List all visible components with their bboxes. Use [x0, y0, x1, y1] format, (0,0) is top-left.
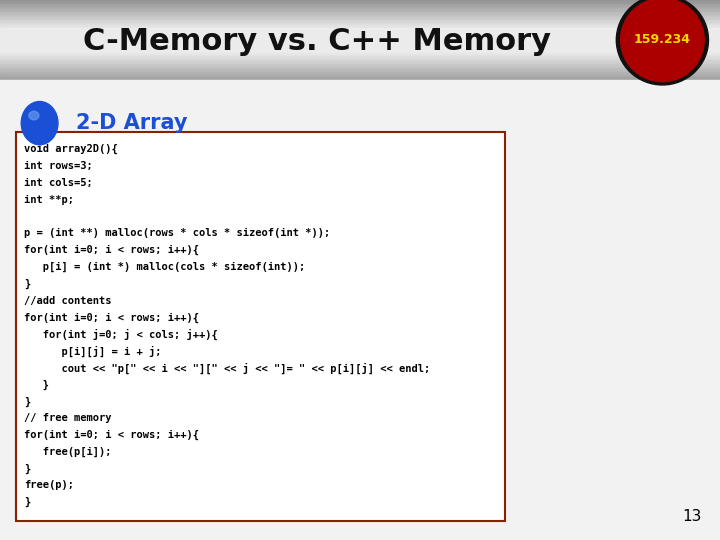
Bar: [0, 41, 720, 43]
Text: 2-D Array: 2-D Array: [76, 113, 187, 133]
Bar: [0, 21, 720, 23]
Bar: [0, 48, 720, 49]
Ellipse shape: [621, 0, 704, 82]
Bar: [0, 32, 720, 33]
Text: }: }: [24, 396, 31, 407]
Bar: [0, 53, 720, 55]
Bar: [0, 39, 720, 40]
Bar: [0, 63, 720, 64]
Bar: [0, 46, 720, 48]
Bar: [0, 8, 720, 9]
Bar: [0, 31, 720, 32]
Bar: [0, 69, 720, 71]
Text: for(int i=0; i < rows; i++){: for(int i=0; i < rows; i++){: [24, 312, 199, 322]
Bar: [0, 40, 720, 41]
Bar: [0, 44, 720, 45]
Bar: [0, 28, 720, 29]
Bar: [0, 55, 720, 56]
Text: int **p;: int **p;: [24, 194, 74, 205]
Text: free(p[i]);: free(p[i]);: [24, 447, 112, 457]
Text: for(int j=0; j < cols; j++){: for(int j=0; j < cols; j++){: [24, 329, 218, 340]
FancyBboxPatch shape: [16, 132, 505, 521]
Bar: [0, 77, 720, 79]
Bar: [0, 45, 720, 46]
Bar: [0, 64, 720, 65]
Bar: [0, 19, 720, 20]
Text: }: }: [24, 497, 31, 508]
Bar: [0, 68, 720, 69]
Text: }: }: [24, 464, 31, 474]
Text: p = (int **) malloc(rows * cols * sizeof(int *));: p = (int **) malloc(rows * cols * sizeof…: [24, 228, 330, 238]
Bar: [0, 14, 720, 15]
Bar: [0, 25, 720, 26]
Bar: [0, 5, 720, 6]
Bar: [0, 75, 720, 76]
Bar: [0, 49, 720, 51]
Ellipse shape: [616, 0, 708, 85]
Bar: [0, 61, 720, 63]
Text: 13: 13: [683, 509, 702, 524]
Text: p[i][j] = i + j;: p[i][j] = i + j;: [24, 346, 162, 357]
Ellipse shape: [22, 102, 58, 145]
Text: int rows=3;: int rows=3;: [24, 161, 93, 171]
Bar: [0, 80, 720, 540]
Ellipse shape: [29, 111, 39, 120]
Text: p[i] = (int *) malloc(cols * sizeof(int));: p[i] = (int *) malloc(cols * sizeof(int)…: [24, 262, 306, 272]
Bar: [0, 0, 720, 1]
Bar: [0, 36, 720, 37]
Bar: [0, 79, 720, 80]
Text: //add contents: //add contents: [24, 295, 112, 306]
Text: int cols=5;: int cols=5;: [24, 178, 93, 188]
Text: for(int i=0; i < rows; i++){: for(int i=0; i < rows; i++){: [24, 430, 199, 440]
Bar: [0, 72, 720, 73]
Bar: [0, 73, 720, 75]
Bar: [0, 3, 720, 4]
Bar: [0, 1, 720, 3]
Text: free(p);: free(p);: [24, 481, 74, 490]
Bar: [0, 15, 720, 16]
Text: }: }: [24, 279, 31, 289]
Text: for(int i=0; i < rows; i++){: for(int i=0; i < rows; i++){: [24, 245, 199, 255]
Bar: [0, 43, 720, 44]
Bar: [0, 11, 720, 12]
Bar: [0, 37, 720, 39]
Bar: [0, 35, 720, 36]
Bar: [0, 26, 720, 28]
Bar: [0, 71, 720, 72]
Text: }: }: [24, 380, 50, 390]
Bar: [0, 59, 720, 60]
Bar: [0, 51, 720, 52]
Bar: [0, 57, 720, 59]
Text: // free memory: // free memory: [24, 413, 112, 423]
Bar: [0, 29, 720, 31]
Bar: [0, 23, 720, 24]
Bar: [0, 4, 720, 5]
Bar: [0, 12, 720, 14]
Bar: [0, 65, 720, 66]
Bar: [0, 52, 720, 53]
Text: cout << "p[" << i << "][" << j << "]= " << p[i][j] << endl;: cout << "p[" << i << "][" << j << "]= " …: [24, 363, 431, 374]
Text: C-Memory vs. C++ Memory: C-Memory vs. C++ Memory: [83, 27, 551, 56]
Bar: [0, 9, 720, 11]
Bar: [0, 20, 720, 21]
Bar: [0, 6, 720, 8]
Text: 159.234: 159.234: [634, 33, 691, 46]
Bar: [0, 16, 720, 17]
Bar: [0, 60, 720, 61]
Bar: [0, 56, 720, 57]
Bar: [0, 66, 720, 68]
Bar: [0, 17, 720, 19]
Bar: [0, 33, 720, 35]
Bar: [0, 24, 720, 25]
Bar: [0, 76, 720, 77]
Text: void array2D(){: void array2D(){: [24, 144, 118, 154]
